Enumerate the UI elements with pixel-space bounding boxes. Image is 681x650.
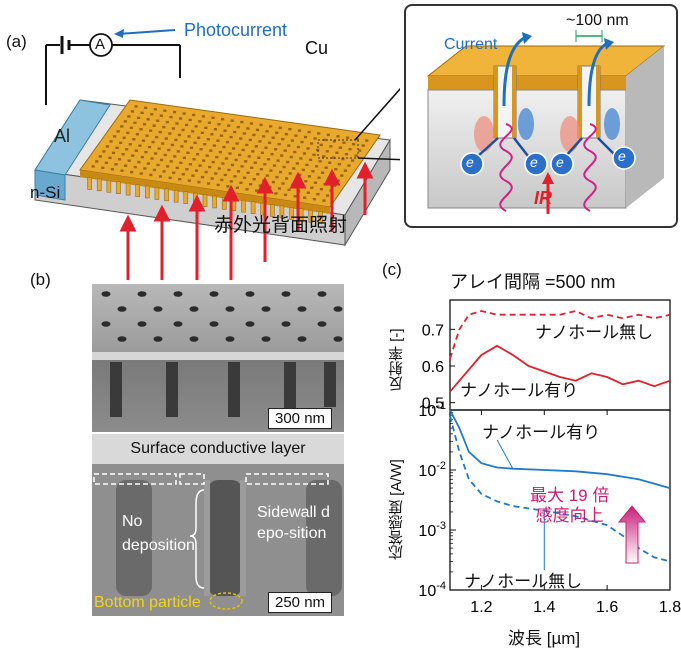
- reflectance-series-1: [449, 344, 671, 393]
- electron-icon-4: e: [618, 148, 626, 164]
- device-schematic: [34, 29, 400, 280]
- scale-bar-top: 300 nm: [268, 408, 333, 429]
- enhancement-line1: 最大 19 倍: [530, 486, 610, 505]
- electron-icon-1: e: [466, 154, 474, 170]
- surface-layer-label: Surface conductive layer: [92, 434, 344, 464]
- electron-icon-2: e: [530, 154, 538, 170]
- refl-hole-label: ナノホール有り: [460, 381, 579, 400]
- x-tick-label: 1.2: [470, 599, 492, 616]
- resp-y-tick-label: 10-1: [418, 400, 446, 420]
- sidewall-deposition-label: Sidewall depo-sition: [257, 504, 330, 542]
- responsivity-axis-label: 応答感度 [A/W]: [388, 459, 405, 561]
- resp-y-tick-label: 10-4: [418, 580, 446, 600]
- refl-y-tick-label: 0.6: [422, 359, 444, 376]
- enhancement-line2: 感度向上: [535, 506, 604, 525]
- refl-y-tick-label: 0.5: [422, 396, 444, 413]
- spectra-chart: 0.5 0.6 0.7 10-1 10-2 10-3 10-4 1.2 1.4 1.6 1.8: [418, 299, 681, 616]
- resp-nohole-label: ナノホール無し: [464, 572, 583, 591]
- reflectance-series-0: [449, 310, 671, 359]
- resp-hole-leader: [496, 439, 514, 469]
- scale-bar-bottom: 250 nm: [268, 592, 333, 613]
- hole-width-label: ~100 nm: [566, 12, 629, 29]
- x-tick-label: 1.4: [533, 599, 555, 616]
- resp-y-tick-label: 10-2: [418, 460, 446, 480]
- array-pitch-title: アレイ間隔 =500 nm: [450, 272, 616, 292]
- panel-b-label: (b): [30, 270, 51, 289]
- sem-bottom-features: [93, 473, 342, 610]
- electron-icon-3: e: [556, 154, 564, 170]
- inset-drawing: [426, 30, 666, 214]
- bottom-particle-label: Bottom particle: [94, 594, 201, 611]
- sem-top-features: [92, 291, 344, 417]
- x-tick-label: 1.8: [659, 599, 681, 616]
- refl-nohole-label: ナノホール無し: [535, 323, 654, 342]
- panel-a-label: (a): [6, 32, 27, 51]
- sem-image-top: 300 nm: [92, 284, 344, 432]
- resp-y-tick-label: 10-3: [418, 520, 446, 540]
- inset-current-label: Current: [444, 36, 498, 53]
- resp-hole-label: ナノホール有り: [482, 423, 601, 442]
- ammeter-label: A: [95, 36, 106, 53]
- nanohole-inset: ~100 nm Current e e e e IR: [404, 4, 678, 228]
- refl-y-tick-label: 0.7: [422, 322, 444, 339]
- inset-ir-label: IR: [534, 188, 552, 208]
- photocurrent-label: Photocurrent: [184, 20, 288, 40]
- enhancement-label: 最大 19 倍 感度向上: [530, 486, 609, 526]
- nsi-label: n-Si: [30, 183, 61, 202]
- panel-c-label: (c): [382, 260, 402, 279]
- reflectance-axis-label: 反射率 [-]: [388, 328, 405, 392]
- enhancement-arrow: [617, 505, 647, 564]
- cu-label: Cu: [305, 38, 329, 58]
- wavelength-axis-label: 波長 [µm]: [508, 629, 581, 648]
- ir-backside-label: 赤外光背面照射: [214, 215, 348, 236]
- al-label: Al: [54, 126, 71, 146]
- sem-image-bottom: No deposition Sidewall depo-sition Botto…: [92, 464, 344, 616]
- responsivity-plot-frame: [449, 409, 671, 591]
- no-deposition-label: No deposition: [122, 513, 195, 554]
- x-tick-label: 1.6: [596, 599, 618, 616]
